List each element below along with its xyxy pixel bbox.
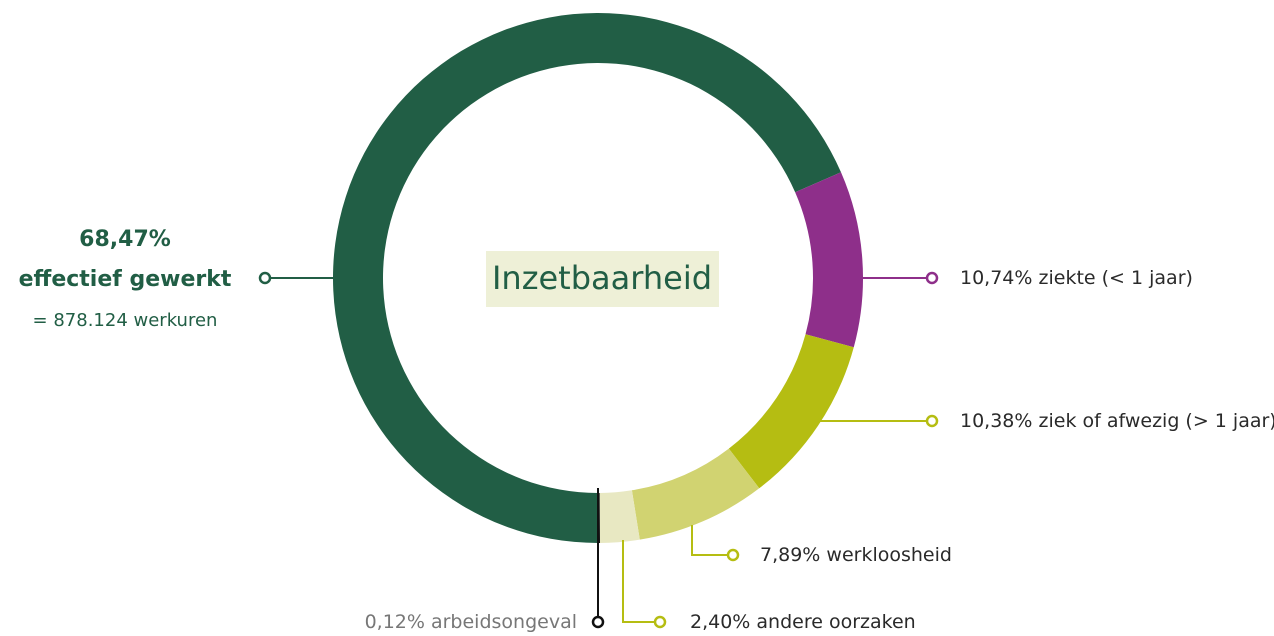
leader-line: [622, 540, 655, 623]
leader-dot: [925, 414, 939, 428]
segment-value: 2,40%: [690, 611, 750, 633]
donut-segment: [795, 172, 863, 348]
segment-label: 0,12% arbeidsongeval: [365, 611, 577, 633]
leader-dot: [653, 615, 667, 629]
segment-label: 10,38% ziek of afwezig (> 1 jaar): [960, 410, 1274, 432]
donut-segment: [599, 490, 640, 543]
segment-label: 10,74% ziekte (< 1 jaar): [960, 267, 1193, 289]
main-value: 68,47%: [79, 227, 171, 252]
segment-value: 7,89%: [760, 544, 820, 566]
leader-dot: [258, 271, 272, 285]
leader-dot: [591, 615, 605, 629]
segment-name: ziekte (< 1 jaar): [1039, 267, 1193, 289]
main-name: effectief gewerkt: [19, 267, 232, 292]
leader-dot: [726, 548, 740, 562]
segment-label: 7,89% werkloosheid: [760, 544, 952, 566]
segment-label: 2,40% andere oorzaken: [690, 611, 916, 633]
segment-name: werkloosheid: [826, 544, 952, 566]
leader-dot: [925, 271, 939, 285]
donut-segment: [728, 334, 854, 489]
segment-value: 0,12%: [365, 611, 425, 633]
segment-value: 10,74%: [960, 267, 1032, 289]
segment-value: 10,38%: [960, 410, 1032, 432]
title-box: [486, 251, 719, 307]
leader-line: [691, 525, 728, 556]
annotation: = 878.124 werkuren: [33, 310, 218, 331]
segment-name: ziek of afwezig (> 1 jaar): [1039, 410, 1274, 432]
segment-name: andere oorzaken: [756, 611, 915, 633]
segment-name: arbeidsongeval: [431, 611, 577, 633]
donut-segment: [631, 448, 760, 540]
chart-title: Inzetbaarheid: [492, 259, 712, 297]
